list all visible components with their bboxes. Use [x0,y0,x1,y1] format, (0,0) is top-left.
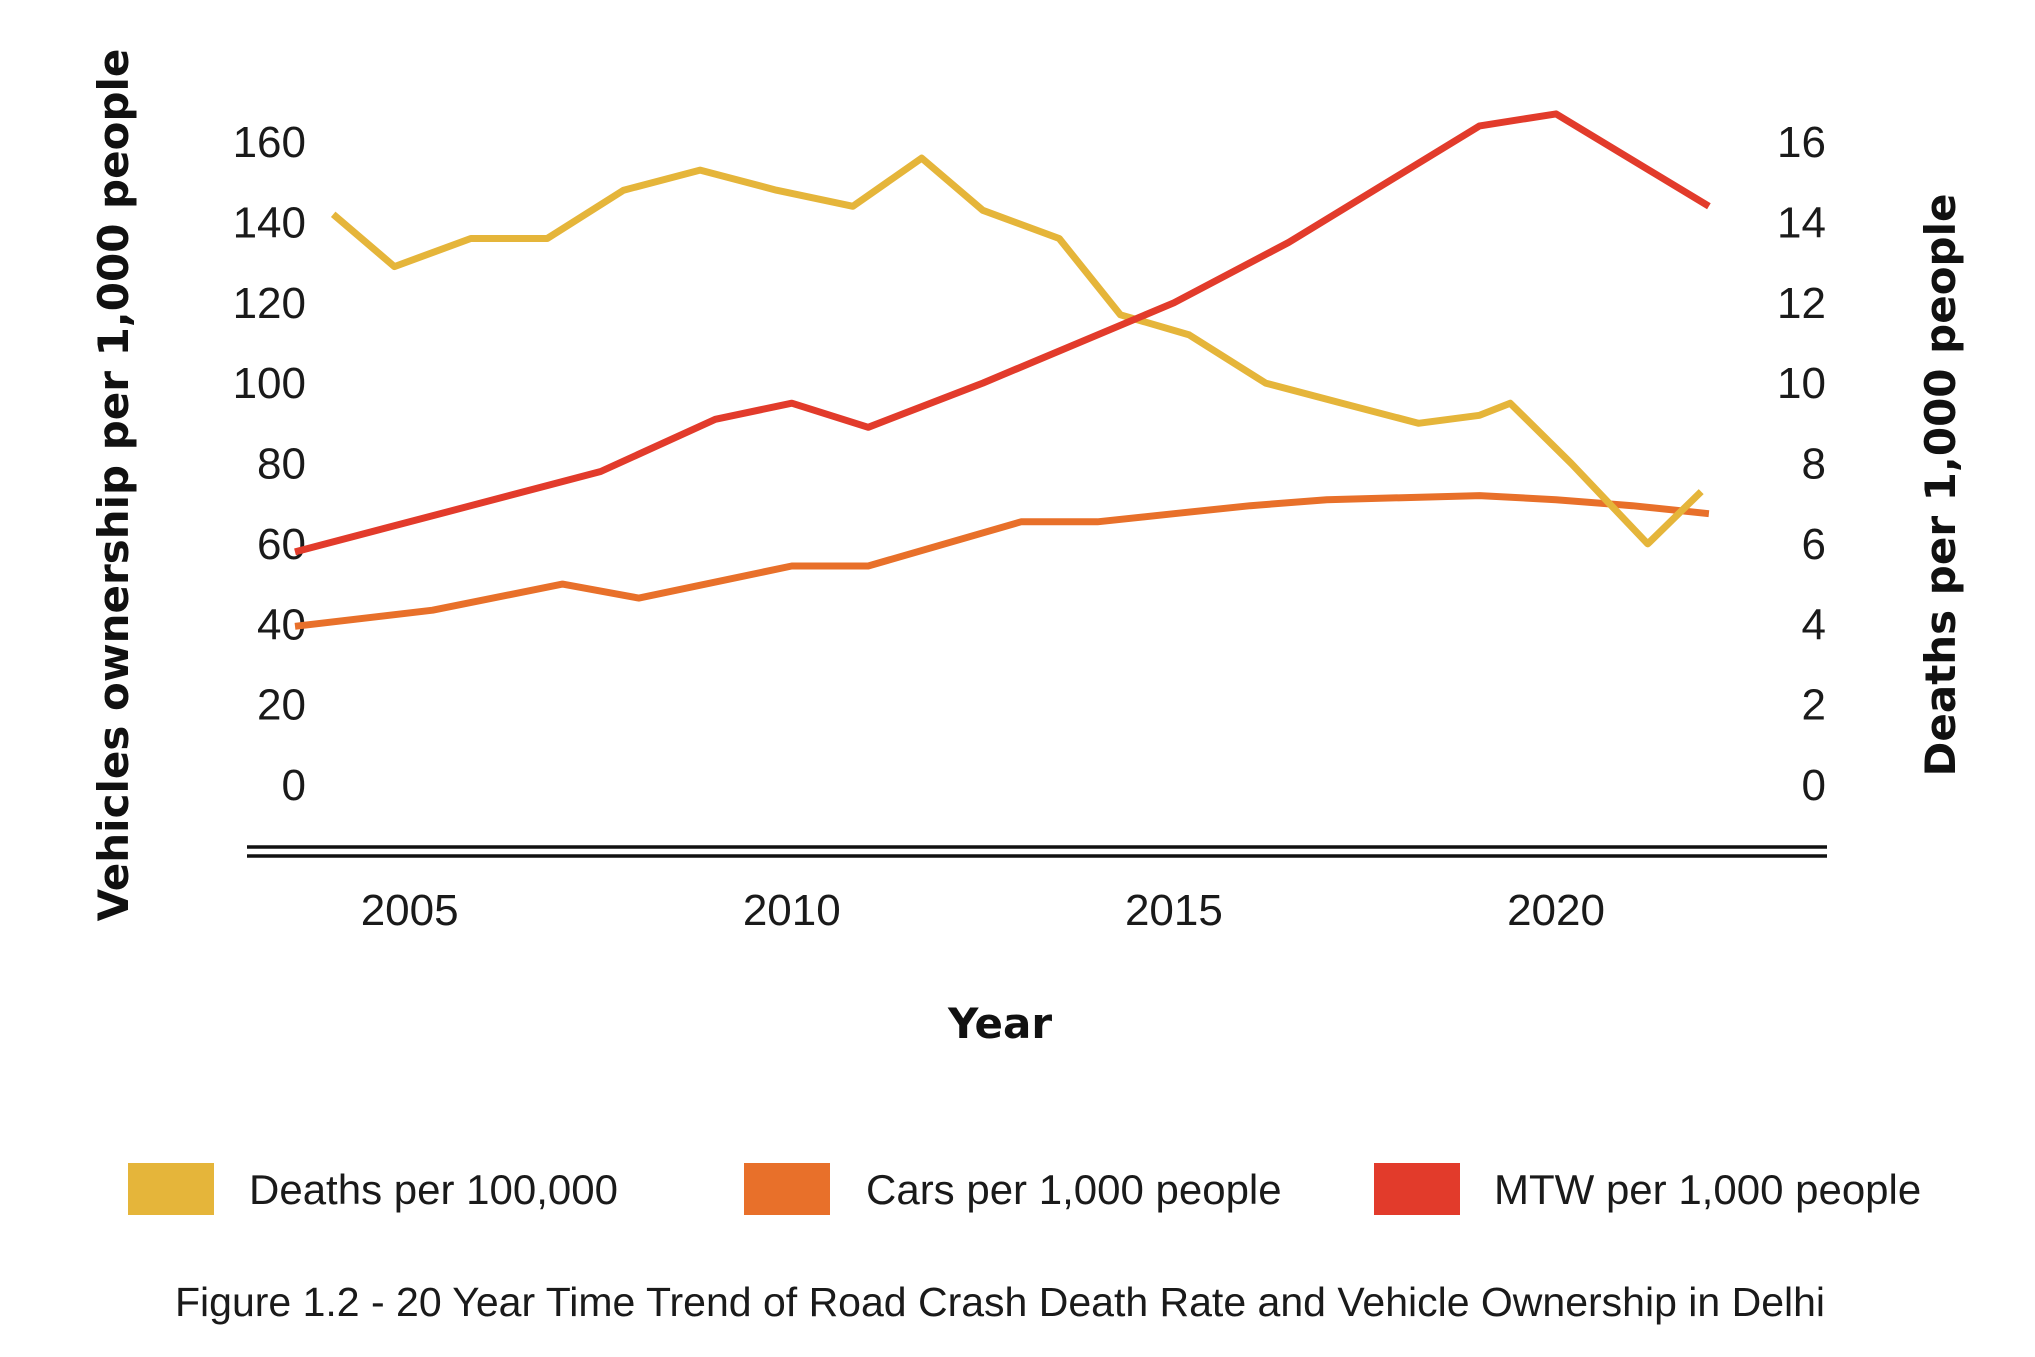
x-axis-title: Year [947,999,1052,1048]
legend-swatch-mtw [1374,1163,1460,1215]
legend-label-mtw: MTW per 1,000 people [1494,1166,1921,1213]
series-line-mtw [294,110,1711,556]
series-line-cars [294,492,1710,630]
series-line-deaths [330,154,1704,548]
legend-item-deaths: Deaths per 100,000 [128,1163,618,1215]
y-left-tick-label: 20 [257,681,306,730]
x-tick-label: 2020 [1507,886,1605,935]
y-right-tick-label: 12 [1777,279,1826,328]
legend-label-cars: Cars per 1,000 people [866,1166,1282,1213]
y-right-tick-label: 8 [1802,440,1826,489]
legend-label-deaths: Deaths per 100,000 [249,1166,618,1213]
y-left-tick-label: 140 [233,198,306,247]
x-tick-label: 2005 [361,886,459,935]
y-right-tick-label: 16 [1777,118,1826,167]
legend-item-cars: Cars per 1,000 people [744,1163,1282,1215]
legend-swatch-cars [744,1163,830,1215]
y-right-tick-label: 4 [1802,600,1826,649]
x-tick-label: 2010 [743,886,841,935]
y-left-tick-label: 0 [282,761,306,810]
y-right-tick-label: 0 [1802,761,1826,810]
y-axis-right-title: Deaths per 1,000 people [1916,194,1965,777]
figure-caption: Figure 1.2 - 20 Year Time Trend of Road … [175,1279,1825,1325]
y-left-tick-label: 80 [257,440,306,489]
legend: Deaths per 100,000 Cars per 1,000 people… [128,1163,1921,1215]
y-right-tick-label: 14 [1777,198,1826,247]
y-right-tick-label: 2 [1802,681,1826,730]
y-axis-right-ticks: 16 14 12 10 8 6 4 2 0 [1777,118,1826,810]
legend-item-mtw: MTW per 1,000 people [1374,1163,1921,1215]
x-tick-label: 2015 [1125,886,1223,935]
y-right-tick-label: 10 [1777,359,1826,408]
y-right-tick-label: 6 [1802,520,1826,569]
y-left-tick-label: 160 [233,118,306,167]
y-left-tick-label: 60 [257,520,306,569]
y-axis-left-title: Vehicles ownership per 1,000 people [89,49,138,922]
series-layer [294,110,1711,630]
x-axis-ticks: 2005 2010 2015 2020 [361,886,1605,935]
y-left-tick-label: 100 [233,359,306,408]
legend-swatch-deaths [128,1163,214,1215]
y-left-tick-label: 120 [233,279,306,328]
